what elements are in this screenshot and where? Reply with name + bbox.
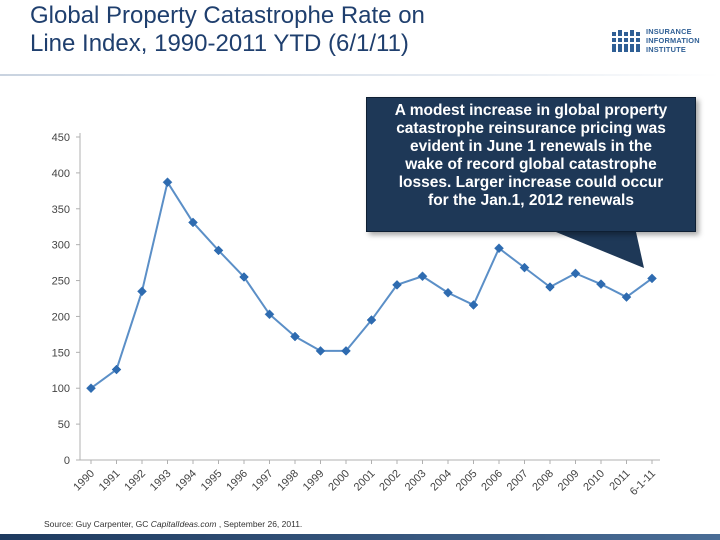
- data-point-2009: [570, 268, 581, 279]
- logo-line-3: INSTITUTE: [646, 45, 686, 54]
- data-point-2007: [519, 262, 530, 273]
- y-tick-label: 350: [52, 204, 70, 216]
- x-tick-label: 2004: [428, 468, 454, 494]
- series-points: [86, 177, 657, 394]
- source-suffix: , September 26, 2011.: [216, 519, 303, 529]
- x-tick-label: 2002: [377, 468, 403, 494]
- data-point-1995: [213, 245, 224, 256]
- x-tick-label: 1996: [224, 468, 250, 494]
- x-tick-labels: 1990 1991 1992 1993 1994 1995 1996 1997 1998 1999…: [71, 460, 658, 498]
- data-point-2004: [443, 287, 453, 298]
- logo-line-2: INFORMATION: [646, 36, 700, 45]
- y-tick-label: 450: [52, 132, 70, 144]
- y-tick-label: 300: [52, 240, 70, 252]
- title-line-1: Global Property Catastrophe Rate on: [30, 2, 425, 29]
- annotation-callout: A modest increase in global property cat…: [366, 97, 696, 232]
- logo-line-1: INSURANCE: [646, 27, 692, 36]
- title-divider: [0, 74, 720, 76]
- x-tick-label: 1999: [301, 468, 327, 494]
- data-point-1996: [239, 272, 249, 282]
- y-tick-label: 150: [52, 347, 70, 359]
- x-tick-label: 2003: [403, 468, 429, 494]
- x-tick-label: 2007: [505, 468, 531, 494]
- page-title: Global Property Catastrophe Rate on Line…: [30, 2, 590, 58]
- data-point-2008: [545, 282, 555, 292]
- source-note: Source: Guy Carpenter, GC CapitalIdeas.c…: [44, 519, 302, 529]
- footer-bar: [0, 534, 720, 540]
- data-point-2011: [621, 292, 632, 302]
- data-point-6-1-11: [647, 273, 657, 284]
- iii-logo-icon: [612, 30, 640, 52]
- x-tick-label: 2001: [352, 468, 378, 494]
- x-tick-label: 1997: [250, 468, 276, 494]
- data-point-2001: [366, 315, 377, 325]
- source-prefix: Source: Guy Carpenter, GC: [44, 519, 151, 529]
- callout-line-6: for the Jan.1, 2012 renewals: [428, 192, 634, 209]
- callout-line-3: evident in June 1 renewals in the: [409, 138, 653, 155]
- x-tick-label: 2005: [454, 468, 480, 494]
- data-point-1998: [290, 331, 300, 342]
- x-tick-label: 1990: [71, 468, 97, 494]
- y-tick-label: 100: [52, 383, 70, 395]
- data-point-1991: [111, 364, 122, 375]
- data-point-2002: [392, 280, 402, 290]
- x-tick-label: 1992: [122, 468, 148, 494]
- callout-line-5: losses. Larger increase could occur: [398, 174, 664, 191]
- x-tick-label: 2008: [530, 468, 556, 494]
- data-point-2003: [417, 271, 428, 282]
- logo-text: INSURANCE INFORMATION INSTITUTE: [646, 27, 716, 54]
- source-site: CapitalIdeas.com: [150, 519, 217, 529]
- callout-line-1: A modest increase in global property: [394, 102, 668, 119]
- x-tick-label: 1991: [97, 468, 123, 494]
- data-point-2000: [341, 346, 351, 356]
- x-tick-label: 2010: [581, 468, 607, 494]
- data-point-1990: [86, 383, 96, 394]
- data-point-1997: [264, 309, 275, 320]
- data-point-2005: [468, 300, 479, 310]
- x-tick-label: 2006: [479, 468, 505, 494]
- callout-pointer: [556, 232, 644, 268]
- x-tick-label: 1995: [199, 468, 225, 494]
- x-tick-label: 2009: [556, 468, 582, 494]
- data-point-2006: [494, 243, 504, 254]
- title-line-2: Line Index, 1990-2011 YTD (6/1/11): [30, 30, 409, 57]
- iii-logo: INSURANCE INFORMATION INSTITUTE: [612, 22, 716, 62]
- data-point-1993: [162, 177, 173, 188]
- x-tick-label: 2000: [326, 468, 352, 494]
- x-tick-label: 6-1-11: [628, 468, 658, 498]
- y-tick-label: 50: [58, 419, 70, 431]
- y-tick-labels: 0 50 100 150 200 250 300 350 400 450: [52, 132, 80, 467]
- callout-line-4: wake of record global catastrophe: [405, 156, 657, 173]
- data-point-1994: [188, 217, 198, 228]
- y-tick-label: 250: [52, 276, 70, 288]
- y-tick-label: 0: [64, 455, 70, 467]
- x-tick-label: 1993: [148, 468, 174, 494]
- x-tick-label: 1994: [173, 468, 199, 494]
- data-point-2010: [596, 279, 606, 289]
- data-point-1992: [137, 286, 147, 297]
- x-tick-label: 1998: [275, 468, 301, 494]
- callout-line-2: catastrophe reinsurance pricing was: [396, 120, 666, 137]
- y-tick-label: 400: [52, 168, 70, 180]
- y-tick-label: 200: [52, 311, 70, 323]
- chart-axes: [79, 133, 660, 461]
- data-point-1999: [315, 346, 326, 356]
